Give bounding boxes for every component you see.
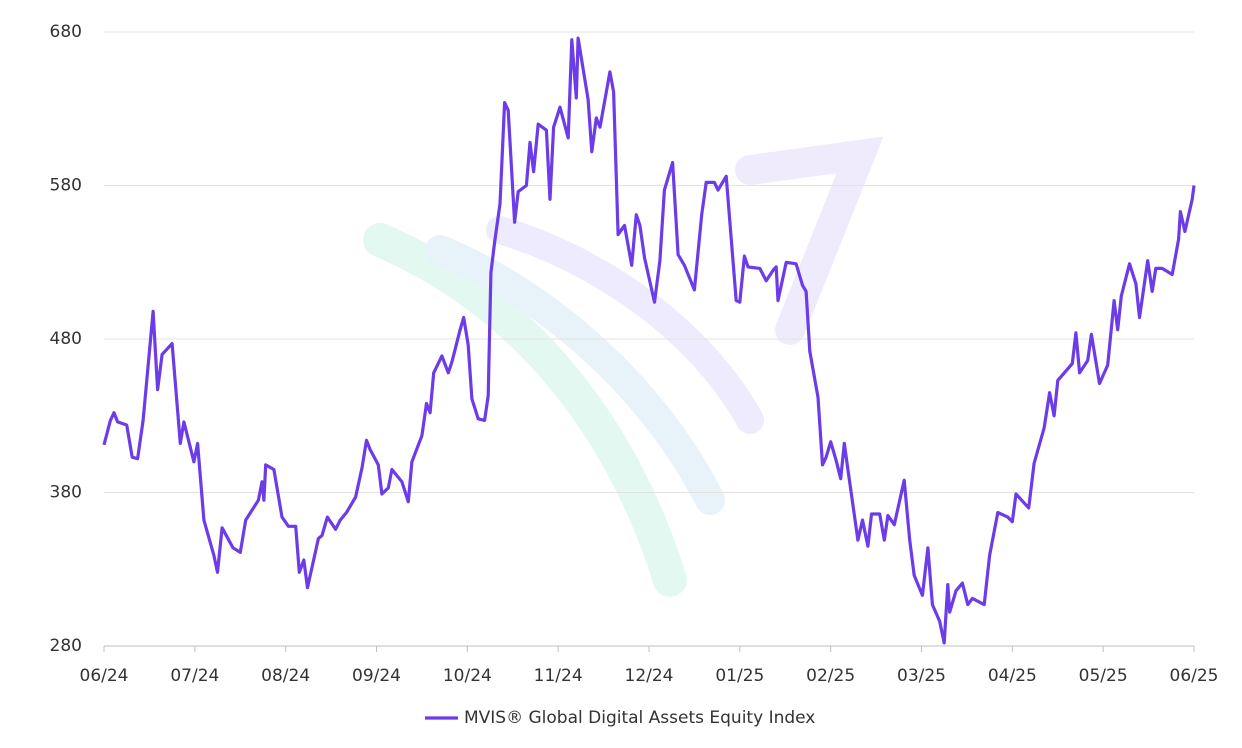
- x-tick-label: 04/25: [988, 666, 1037, 686]
- plot-area: [102, 36, 1196, 645]
- watermark: [363, 136, 884, 597]
- x-tick-label: 11/24: [534, 666, 583, 686]
- y-tick-label: 480: [50, 329, 82, 349]
- axes: 280 380 480 580 680 06/24 07/24 08/24 09/24 10/24…: [50, 22, 1219, 686]
- y-tick-label: 580: [50, 176, 82, 196]
- x-tick-label: 09/24: [352, 666, 401, 686]
- y-tick-label: 380: [50, 483, 82, 503]
- x-tick-label: 02/25: [806, 666, 855, 686]
- x-tick-label: 12/24: [625, 666, 674, 686]
- legend: MVIS® Global Digital Assets Equity Index: [425, 708, 815, 728]
- y-tick-label: 280: [50, 636, 82, 656]
- x-tick-label: 05/25: [1079, 666, 1128, 686]
- x-tick-label: 07/24: [170, 666, 219, 686]
- y-tick-label: 680: [50, 22, 82, 42]
- x-tick-label: 08/24: [261, 666, 310, 686]
- legend-label: MVIS® Global Digital Assets Equity Index: [464, 708, 815, 728]
- x-tick-label: 01/25: [715, 666, 764, 686]
- series-line: [102, 36, 1196, 645]
- x-tick-label: 06/25: [1170, 666, 1219, 686]
- x-tick-label: 03/25: [897, 666, 946, 686]
- x-tick-label: 10/24: [443, 666, 492, 686]
- x-tick-label: 06/24: [80, 666, 129, 686]
